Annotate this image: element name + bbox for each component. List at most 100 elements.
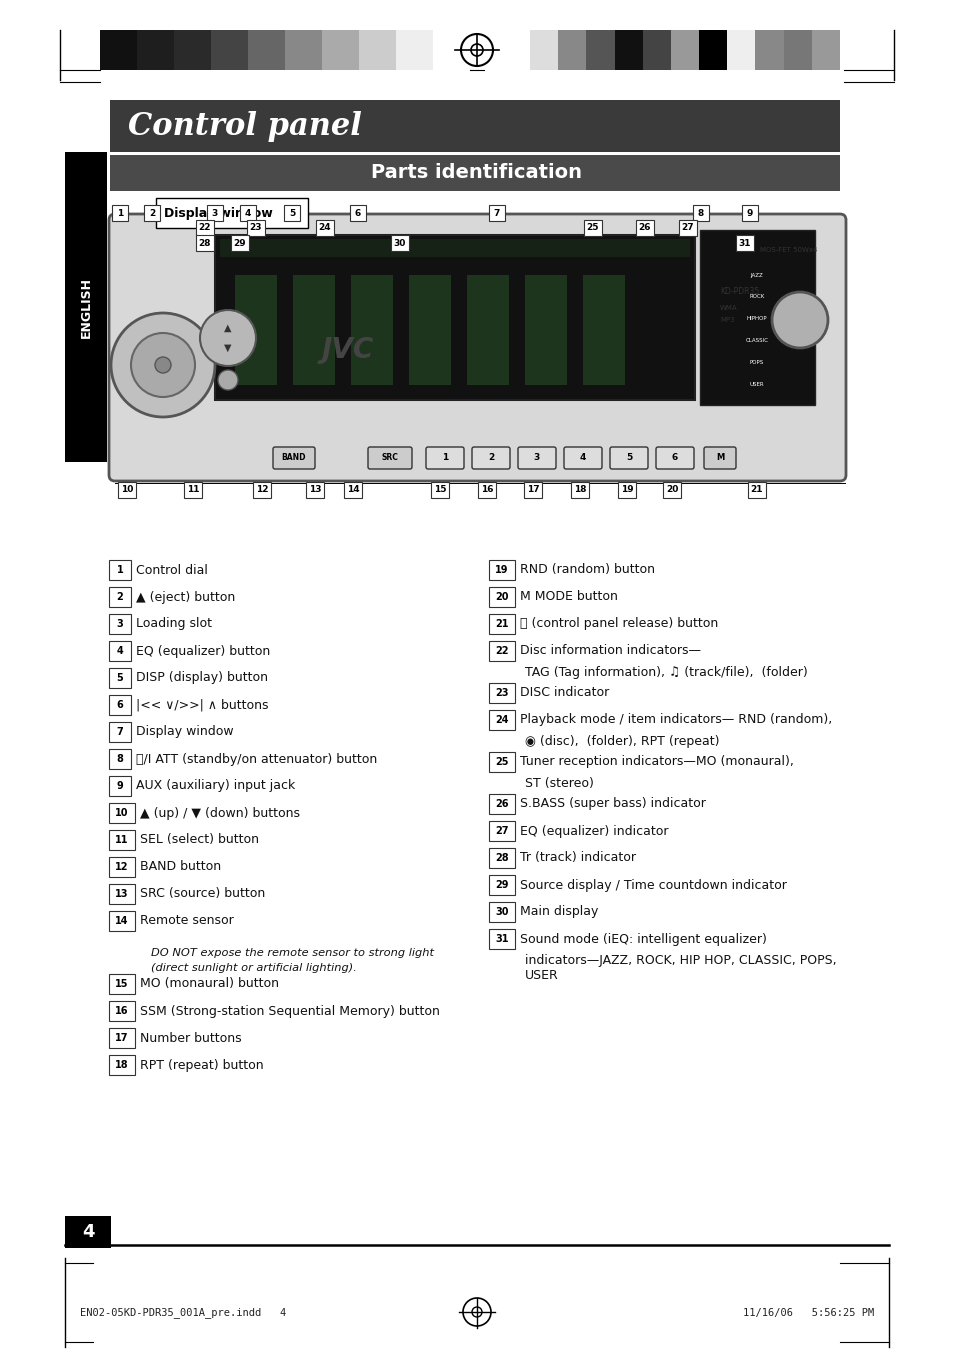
FancyBboxPatch shape	[489, 752, 515, 772]
FancyBboxPatch shape	[489, 821, 515, 841]
Text: EN02-05KD-PDR35_001A_pre.indd   4: EN02-05KD-PDR35_001A_pre.indd 4	[80, 1307, 286, 1318]
Text: 27: 27	[681, 223, 694, 233]
Bar	[110, 100, 840, 151]
Text: ST (stereo): ST (stereo)	[524, 777, 594, 790]
Text: 1: 1	[117, 208, 123, 218]
Text: USER: USER	[524, 969, 558, 982]
Text: HIPHOP: HIPHOP	[746, 316, 766, 322]
Bar	[248, 30, 285, 70]
FancyBboxPatch shape	[144, 206, 160, 220]
Text: JVC: JVC	[321, 337, 374, 364]
Text: 15: 15	[434, 485, 446, 495]
Text: Remote sensor: Remote sensor	[140, 914, 233, 927]
Text: ▼: ▼	[224, 343, 232, 353]
Text: 22: 22	[495, 646, 508, 656]
Text: Number buttons: Number buttons	[140, 1032, 241, 1045]
FancyBboxPatch shape	[431, 483, 449, 498]
Text: Playback mode / item indicators— RND (random),: Playback mode / item indicators— RND (ra…	[519, 714, 831, 726]
FancyBboxPatch shape	[703, 448, 735, 469]
Text: 3: 3	[116, 619, 123, 629]
FancyBboxPatch shape	[273, 448, 314, 469]
FancyBboxPatch shape	[489, 206, 504, 220]
Text: 13: 13	[115, 890, 129, 899]
Text: 24: 24	[318, 223, 331, 233]
Text: WMA: WMA	[720, 306, 737, 311]
FancyBboxPatch shape	[109, 722, 131, 742]
Bar	[642, 30, 670, 70]
Text: MOS-FET 50Wx4: MOS-FET 50Wx4	[760, 247, 817, 253]
Text: (direct sunlight or artificial lighting).: (direct sunlight or artificial lighting)…	[151, 963, 356, 973]
Text: 25: 25	[495, 757, 508, 767]
Text: 11: 11	[115, 836, 129, 845]
Text: 11: 11	[187, 485, 199, 495]
FancyBboxPatch shape	[472, 448, 510, 469]
Text: 1: 1	[441, 453, 448, 462]
Text: 28: 28	[198, 238, 211, 247]
Text: ▲: ▲	[224, 323, 232, 333]
Text: 3: 3	[212, 208, 218, 218]
FancyBboxPatch shape	[426, 448, 463, 469]
FancyBboxPatch shape	[350, 206, 366, 220]
FancyBboxPatch shape	[253, 483, 271, 498]
FancyBboxPatch shape	[109, 214, 845, 481]
Bar	[614, 30, 642, 70]
FancyBboxPatch shape	[609, 448, 647, 469]
Text: MO (monaural) button: MO (monaural) button	[140, 977, 278, 991]
FancyBboxPatch shape	[109, 830, 135, 850]
Text: 31: 31	[738, 238, 750, 247]
Text: DISP (display) button: DISP (display) button	[136, 672, 268, 684]
Text: 5: 5	[289, 208, 294, 218]
Text: Source display / Time countdown indicator: Source display / Time countdown indicato…	[519, 879, 786, 891]
Text: ROCK: ROCK	[749, 295, 763, 300]
Text: 17: 17	[526, 485, 538, 495]
Text: MP3: MP3	[720, 316, 734, 323]
Text: |<< ∨/>>| ∧ buttons: |<< ∨/>>| ∧ buttons	[136, 699, 268, 711]
FancyBboxPatch shape	[735, 235, 753, 251]
Text: 23: 23	[250, 223, 262, 233]
Bar	[395, 30, 433, 70]
Text: ◉ (disc),  (folder), RPT (repeat): ◉ (disc), (folder), RPT (repeat)	[524, 735, 719, 748]
FancyBboxPatch shape	[315, 220, 334, 237]
Bar	[358, 30, 395, 70]
Bar	[211, 30, 248, 70]
Text: 1: 1	[116, 565, 123, 575]
Text: 14: 14	[115, 917, 129, 926]
Text: Disc information indicators—: Disc information indicators—	[519, 645, 700, 657]
FancyBboxPatch shape	[118, 483, 136, 498]
Bar	[433, 30, 470, 70]
FancyBboxPatch shape	[636, 220, 654, 237]
Text: Main display: Main display	[519, 906, 598, 918]
Text: 2: 2	[487, 453, 494, 462]
FancyBboxPatch shape	[489, 848, 515, 868]
Text: Sound mode (iEQ: intelligent equalizer): Sound mode (iEQ: intelligent equalizer)	[519, 933, 766, 945]
Text: 2: 2	[149, 208, 155, 218]
FancyBboxPatch shape	[109, 1000, 135, 1021]
FancyBboxPatch shape	[231, 235, 249, 251]
Text: M MODE button: M MODE button	[519, 591, 618, 603]
Text: SEL (select) button: SEL (select) button	[140, 833, 258, 846]
Text: 8: 8	[698, 208, 703, 218]
Text: ▲ (eject) button: ▲ (eject) button	[136, 591, 235, 603]
Text: TAG (Tag information), ♫ (track/file),  (folder): TAG (Tag information), ♫ (track/file), (…	[524, 667, 807, 679]
Text: 12: 12	[115, 863, 129, 872]
FancyBboxPatch shape	[571, 483, 588, 498]
Bar	[285, 30, 322, 70]
FancyBboxPatch shape	[692, 206, 708, 220]
FancyBboxPatch shape	[306, 483, 324, 498]
Text: KD-PDR35: KD-PDR35	[720, 288, 759, 296]
Text: RND (random) button: RND (random) button	[519, 564, 655, 576]
Text: 7: 7	[116, 727, 123, 737]
FancyBboxPatch shape	[195, 235, 213, 251]
FancyBboxPatch shape	[284, 206, 299, 220]
FancyBboxPatch shape	[391, 235, 409, 251]
Bar	[65, 151, 107, 462]
Text: 15: 15	[115, 979, 129, 990]
Text: ▲ (up) / ▼ (down) buttons: ▲ (up) / ▼ (down) buttons	[140, 807, 299, 819]
Text: indicators—JAZZ, ROCK, HIP HOP, CLASSIC, POPS,: indicators—JAZZ, ROCK, HIP HOP, CLASSIC,…	[524, 955, 836, 967]
Text: DISC indicator: DISC indicator	[519, 687, 609, 699]
Text: 19: 19	[495, 565, 508, 575]
FancyBboxPatch shape	[195, 220, 213, 237]
Circle shape	[200, 310, 255, 366]
Bar	[173, 30, 211, 70]
FancyBboxPatch shape	[109, 641, 131, 661]
